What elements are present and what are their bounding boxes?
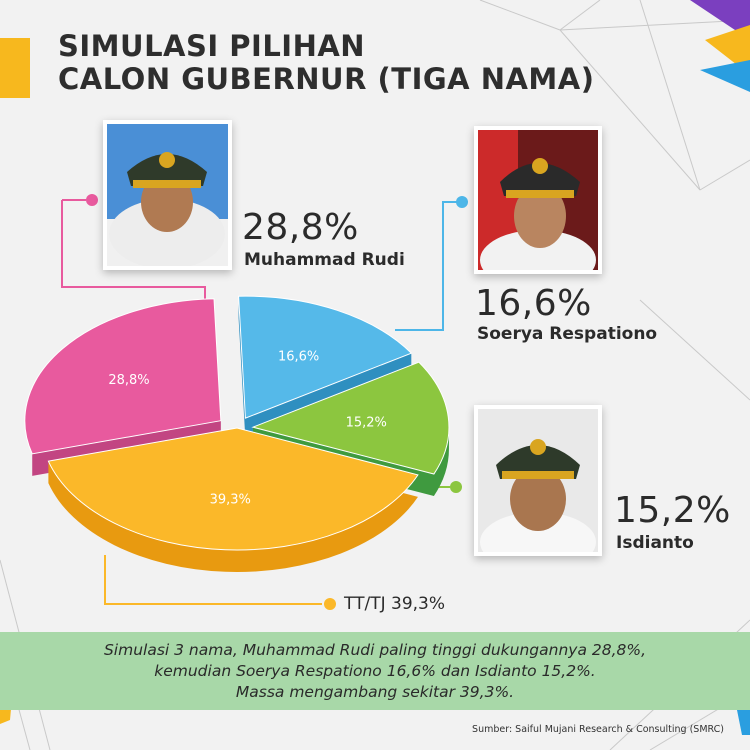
- title-line-2: CALON GUBERNUR (TIGA NAMA): [58, 62, 595, 96]
- callout-name-isdianto: Isdianto: [616, 533, 694, 553]
- garuda-emblem-icon: [159, 152, 175, 168]
- connector-rudi: [61, 200, 206, 300]
- callout-name-soerya-respationo: Soerya Respationo: [477, 324, 658, 344]
- callout-name-muhammad-rudi: Muhammad Rudi: [244, 250, 405, 270]
- pie-label-1: 16,6%: [278, 350, 319, 365]
- connector-soerya: [395, 201, 458, 331]
- pie-slice-side-0: [32, 298, 221, 476]
- pie-chart: 28,8% 16,6% 15,2% 39,3%: [24, 295, 450, 572]
- callout-pct-soerya-respationo: 16,6%: [475, 283, 592, 324]
- page-title: SIMULASI PILIHAN CALON GUBERNUR (TIGA NA…: [58, 30, 594, 96]
- source-note: Sumber: Saiful Mujani Research & Consult…: [472, 724, 724, 735]
- connector-ttj: [104, 555, 322, 605]
- callout-pct-isdianto: 15,2%: [614, 490, 731, 531]
- connector-ttj-dot: [324, 598, 336, 610]
- pie-slice-tt-tj: [47, 427, 419, 551]
- photo-muhammad-rudi: [103, 120, 232, 270]
- corner-decoration-top-right: [690, 0, 750, 92]
- photo-isdianto: [474, 405, 602, 556]
- footer-line-3: Massa mengambang sekitar 39,3%.: [235, 683, 515, 701]
- callout-pct-muhammad-rudi: 28,8%: [242, 207, 359, 248]
- connector-soerya-dot: [456, 196, 468, 208]
- pie-slice-isdianto: [251, 361, 450, 475]
- pie-slice-muhammad-rudi: [24, 298, 222, 455]
- pie-label-2: 15,2%: [346, 415, 387, 430]
- title-line-1: SIMULASI PILIHAN: [58, 29, 366, 63]
- footer-box: [0, 632, 750, 710]
- title-accent-bar: [0, 38, 30, 98]
- callout-ttj: TT/TJ 39,3%: [344, 594, 446, 614]
- connector-rudi-dot: [86, 194, 98, 206]
- footer-line-1: Simulasi 3 nama, Muhammad Rudi paling ti…: [103, 641, 647, 659]
- pie-slice-soerya-respationo: [238, 295, 413, 419]
- pie-label-3: 39,3%: [210, 493, 251, 508]
- photo-soerya-respationo: [474, 126, 602, 274]
- connector-isdianto-dot: [450, 481, 462, 493]
- footer-summary: Simulasi 3 nama, Muhammad Rudi paling ti…: [0, 640, 750, 703]
- pie-label-0: 28,8%: [108, 373, 149, 388]
- garuda-emblem-icon: [530, 439, 546, 455]
- garuda-emblem-icon: [532, 158, 548, 174]
- footer-line-2: kemudian Soerya Respationo 16,6% dan Isd…: [154, 662, 596, 680]
